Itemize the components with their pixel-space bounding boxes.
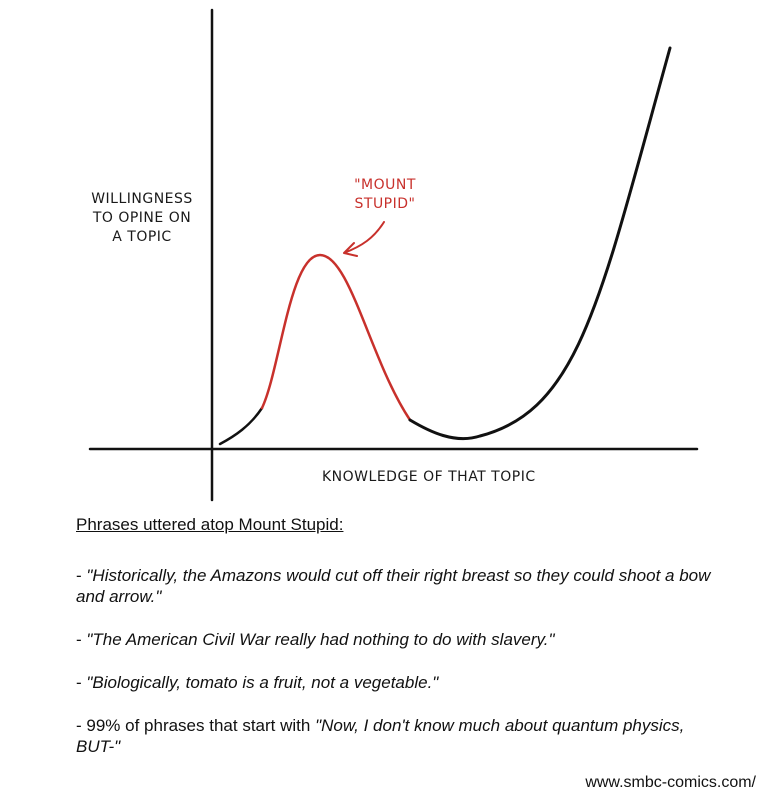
y-axis-label-line: WILLINGNESS	[91, 191, 193, 207]
phrase-quote: "Historically, the Amazons would cut off…	[76, 566, 711, 606]
annotation-line: STUPID"	[354, 196, 416, 212]
valley-and-rise-curve	[408, 46, 672, 441]
y-axis-label-line: A TOPIC	[112, 229, 172, 245]
phrase-item: - "Biologically, tomato is a fruit, not …	[76, 672, 716, 693]
phrase-item: - "The American Civil War really had not…	[76, 629, 716, 650]
phrase-list: - "Historically, the Amazons would cut o…	[76, 565, 716, 779]
phrase-prefix: -	[76, 673, 87, 692]
mount-stupid-curve	[260, 253, 412, 422]
annotation-arrow	[343, 221, 385, 257]
website-url[interactable]: www.smbc-comics.com/	[585, 774, 756, 791]
mount-stupid-annotation: "MOUNT STUPID"	[330, 176, 440, 214]
dunning-kruger-diagram	[88, 8, 699, 502]
phrase-quote: "The American Civil War really had nothi…	[86, 630, 555, 649]
y-axis-label: WILLINGNESS TO OPINE ON A TOPIC	[62, 190, 222, 247]
phrase-prefix: -	[76, 566, 87, 585]
y-axis-label-line: TO OPINE ON	[92, 210, 192, 226]
phrase-prefix: -	[76, 630, 87, 649]
phrases-heading: Phrases uttered atop Mount Stupid:	[76, 515, 344, 534]
phrase-prefix: - 99% of phrases that start with	[76, 716, 316, 735]
phrase-item: - 99% of phrases that start with "Now, I…	[76, 715, 716, 757]
x-axis-label: KNOWLEDGE OF THAT TOPIC	[322, 469, 536, 485]
phrase-quote: "Biologically, tomato is a fruit, not a …	[86, 673, 439, 692]
annotation-line: "MOUNT	[354, 177, 416, 193]
phrase-item: - "Historically, the Amazons would cut o…	[76, 565, 716, 607]
phrase-quote: "Now, I don't know much about quantum ph…	[76, 716, 685, 756]
curve-start-segment	[218, 406, 264, 446]
